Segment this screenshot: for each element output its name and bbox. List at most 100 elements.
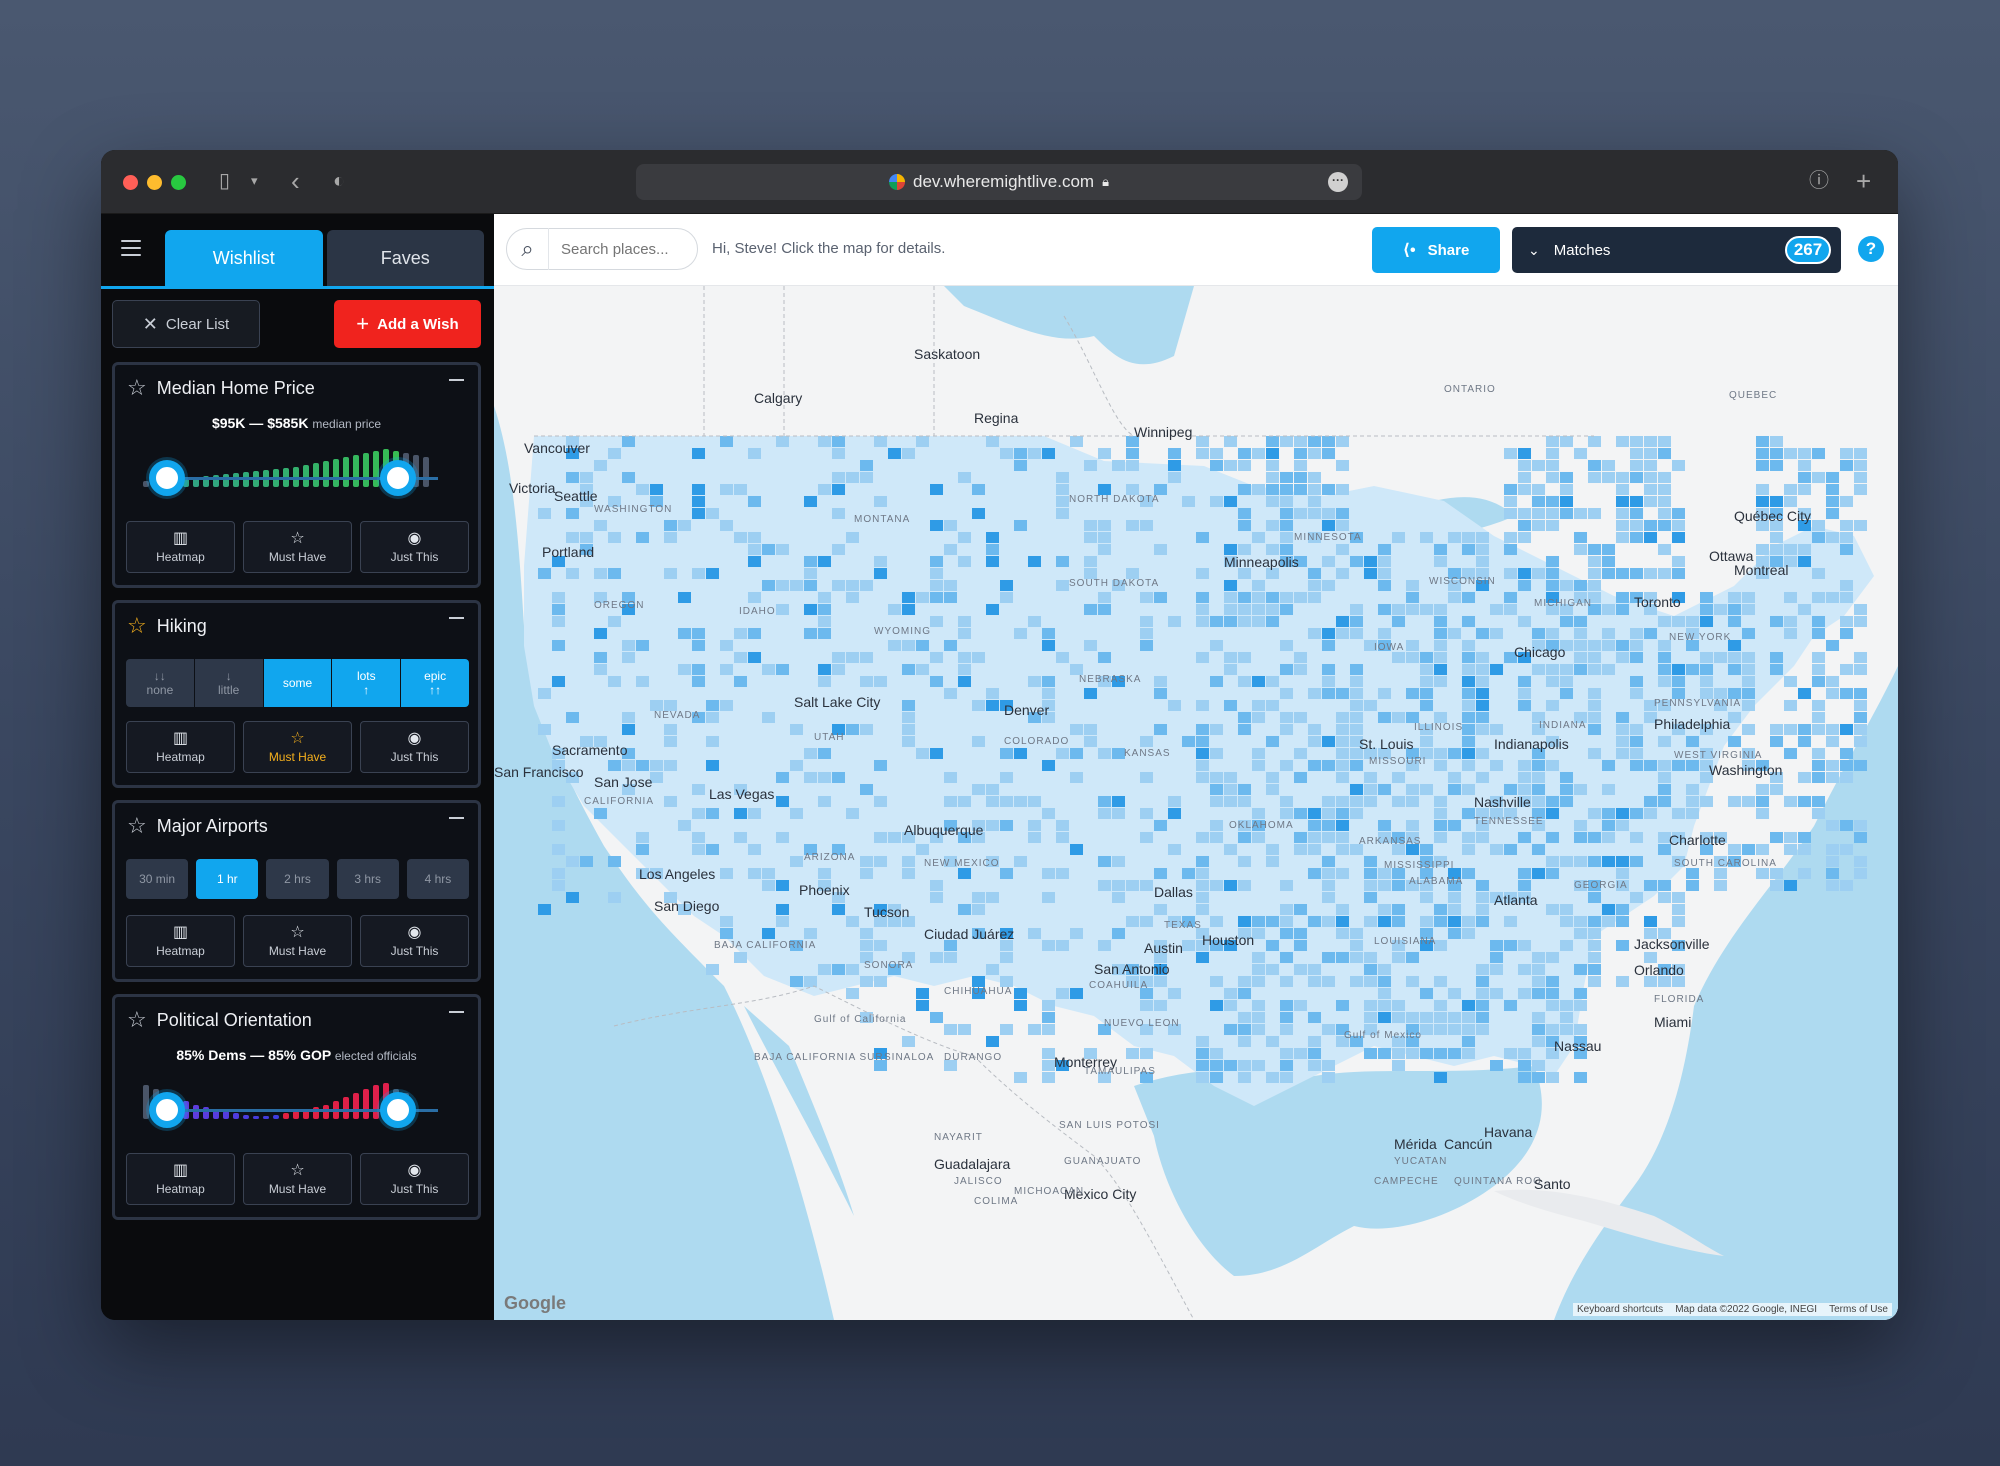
county-cell xyxy=(1196,436,1209,447)
political-slider-high-handle[interactable] xyxy=(380,1092,416,1128)
shield-icon[interactable]: ◐ xyxy=(333,170,346,192)
tab-faves[interactable]: Faves xyxy=(326,230,484,286)
star-outline-icon[interactable]: ☆ xyxy=(127,613,147,638)
county-cell xyxy=(902,604,915,615)
hiking-option-little[interactable]: ↓ little xyxy=(194,659,264,707)
county-cell xyxy=(804,772,817,783)
clear-list-button[interactable]: ✕ Clear List xyxy=(112,300,260,348)
county-cell xyxy=(1812,712,1825,723)
county-cell xyxy=(1602,820,1615,831)
county-cell xyxy=(1070,724,1083,735)
county-cell xyxy=(1546,1036,1559,1047)
add-wish-button[interactable]: + Add a Wish xyxy=(334,300,481,348)
county-cell xyxy=(1336,928,1349,939)
chevron-down-icon[interactable]: ▾ xyxy=(251,173,258,188)
county-cell xyxy=(1770,616,1783,627)
county-cell xyxy=(944,592,957,603)
county-cell xyxy=(1686,880,1699,891)
matches-dropdown[interactable]: ⌄ Matches 267 xyxy=(1512,227,1841,273)
star-outline-icon[interactable]: ☆ xyxy=(127,375,147,400)
county-cell xyxy=(1210,748,1223,759)
price-slider-track[interactable] xyxy=(155,477,438,480)
star-outline-icon[interactable]: ☆ xyxy=(127,813,147,838)
county-cell xyxy=(1658,676,1671,687)
county-cell xyxy=(1420,1048,1433,1059)
county-cell xyxy=(1784,724,1797,735)
maximize-window-button[interactable] xyxy=(171,175,186,190)
county-cell xyxy=(1826,772,1839,783)
just-this-button[interactable]: ◉ Just This xyxy=(360,521,469,573)
back-icon[interactable]: ‹ xyxy=(291,166,300,196)
county-cell xyxy=(1210,784,1223,795)
map-canvas[interactable] xyxy=(494,286,1898,1320)
collapse-icon[interactable] xyxy=(449,617,464,619)
close-icon: ✕ xyxy=(142,313,158,334)
county-cell xyxy=(1700,748,1713,759)
hiking-option-none[interactable]: ↓↓ none xyxy=(126,659,195,707)
airport-option-2hrs[interactable]: 2 hrs xyxy=(266,859,329,899)
must-have-button[interactable]: ☆ Must Have xyxy=(243,521,352,573)
price-slider-high-handle[interactable] xyxy=(380,460,416,496)
hiking-option-epic[interactable]: epic ↑↑ xyxy=(401,659,469,707)
county-cell xyxy=(1140,616,1153,627)
county-cell xyxy=(790,760,803,771)
heatmap-button[interactable]: ▥ Heatmap xyxy=(126,521,235,573)
county-cell xyxy=(1490,844,1503,855)
county-cell xyxy=(1476,748,1489,759)
just-this-button[interactable]: ◉ Just This xyxy=(360,915,469,967)
county-cell xyxy=(1182,868,1195,879)
price-slider-low-handle[interactable] xyxy=(149,460,185,496)
county-cell xyxy=(1210,1000,1223,1011)
heatmap-button[interactable]: ▥ Heatmap xyxy=(126,915,235,967)
collapse-icon[interactable] xyxy=(449,1011,464,1013)
county-cell xyxy=(804,580,817,591)
terms-link[interactable]: Terms of Use xyxy=(1829,1304,1888,1315)
help-icon[interactable]: ? xyxy=(1858,236,1884,262)
collapse-icon[interactable] xyxy=(449,817,464,819)
more-icon[interactable]: ··· xyxy=(1328,172,1348,192)
search-input[interactable] xyxy=(549,230,689,268)
airport-option-1hr[interactable]: 1 hr xyxy=(196,859,259,899)
close-window-button[interactable] xyxy=(123,175,138,190)
hiking-option-some[interactable]: some xyxy=(263,659,333,707)
keyboard-shortcuts-link[interactable]: Keyboard shortcuts xyxy=(1577,1304,1664,1315)
county-cell xyxy=(1476,976,1489,987)
heatmap-button[interactable]: ▥ Heatmap xyxy=(126,1153,235,1205)
county-cell xyxy=(552,616,565,627)
airport-option-3hrs[interactable]: 3 hrs xyxy=(336,859,399,899)
must-have-button[interactable]: ☆ Must Have xyxy=(243,1153,352,1205)
county-cell xyxy=(1840,724,1853,735)
hiking-option-lots[interactable]: lots ↑ xyxy=(332,659,402,707)
tab-wishlist[interactable]: Wishlist xyxy=(165,230,323,286)
heatmap-button[interactable]: ▥ Heatmap xyxy=(126,721,235,773)
county-cell xyxy=(1420,736,1433,747)
minimize-window-button[interactable] xyxy=(147,175,162,190)
star-outline-icon[interactable]: ☆ xyxy=(127,1007,147,1032)
share-button[interactable]: ⟨• Share xyxy=(1372,227,1500,273)
just-this-button[interactable]: ◉ Just This xyxy=(360,1153,469,1205)
histogram-bar xyxy=(313,1107,319,1119)
airport-option-4hrs[interactable]: 4 hrs xyxy=(406,859,470,899)
sidebar-toggle-icon[interactable]: ▯ xyxy=(219,170,231,192)
county-cell xyxy=(860,952,873,963)
county-cell xyxy=(1672,916,1685,927)
must-have-button[interactable]: ☆ Must Have xyxy=(243,721,352,773)
county-cell xyxy=(1378,904,1391,915)
political-slider-track[interactable] xyxy=(155,1109,438,1112)
airport-option-30min[interactable]: 30 min xyxy=(126,859,189,899)
just-this-button[interactable]: ◉ Just This xyxy=(360,721,469,773)
search-icon[interactable]: ⌕ xyxy=(507,228,549,270)
political-slider-low-handle[interactable] xyxy=(149,1092,185,1128)
must-have-button[interactable]: ☆ Must Have xyxy=(243,915,352,967)
county-cell xyxy=(664,532,677,543)
info-icon[interactable]: ⓘ xyxy=(1809,170,1829,192)
menu-icon[interactable] xyxy=(121,240,141,261)
address-bar[interactable]: dev.wheremightlive.com 🔒︎ ··· xyxy=(636,164,1362,200)
new-tab-icon[interactable]: + xyxy=(1856,166,1872,196)
county-cell xyxy=(1336,904,1349,915)
county-cell xyxy=(1168,808,1181,819)
county-cell xyxy=(1476,772,1489,783)
county-cell xyxy=(1546,448,1559,459)
county-cell xyxy=(1140,640,1153,651)
collapse-icon[interactable] xyxy=(449,379,464,381)
